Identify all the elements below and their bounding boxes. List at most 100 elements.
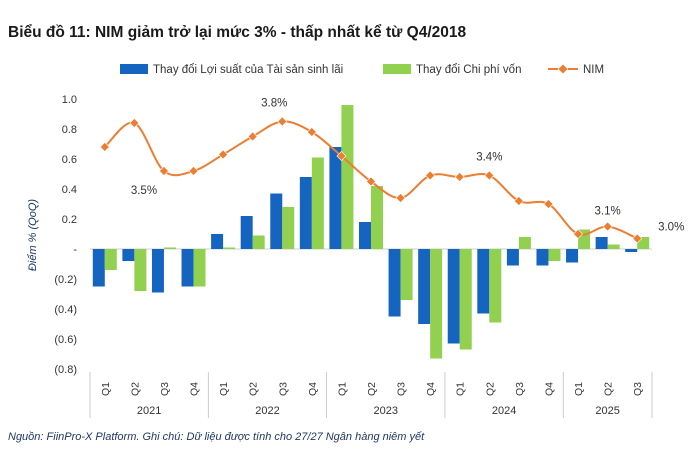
bars <box>92 105 650 359</box>
nim-point <box>632 233 643 244</box>
nim-point <box>513 196 524 206</box>
legend-label-nim: NIM <box>583 64 604 76</box>
bar-cost <box>430 249 443 359</box>
bar-cost <box>252 235 265 249</box>
nim-point <box>158 166 169 176</box>
x-tick-label: Q4 <box>189 382 201 396</box>
y-tick-label: (0.6) <box>54 334 77 346</box>
bar-cost <box>518 237 531 249</box>
bar-cost <box>134 249 147 291</box>
bar-yield <box>388 249 401 317</box>
bar-cost <box>104 249 117 270</box>
nim-point <box>188 166 199 176</box>
bar-yield <box>329 147 342 249</box>
bar-yield <box>122 249 135 261</box>
bar-yield <box>240 216 253 249</box>
year-label: 2022 <box>255 405 279 417</box>
nim-point <box>277 116 288 127</box>
y-tick-label: (0.2) <box>54 274 77 286</box>
bar-cost <box>371 186 383 249</box>
x-tick-label: Q2 <box>366 382 378 396</box>
year-label: 2024 <box>492 405 516 417</box>
bar-yield <box>506 249 519 266</box>
nim-point <box>543 199 554 209</box>
year-label: 2025 <box>595 405 619 417</box>
x-tick-label: Q3 <box>632 382 644 396</box>
bar-cost <box>400 249 413 300</box>
legend-label-yield: Thay đổi Lợi suất của Tài sản sinh lãi <box>153 64 343 76</box>
year-label: 2023 <box>374 405 398 417</box>
x-tick-label: Q3 <box>159 382 171 396</box>
legend-label-cost: Thay đổi Chi phí vốn <box>416 64 521 76</box>
y-tick-label: 0.4 <box>62 184 77 196</box>
y-tick-label: (0.4) <box>54 304 77 316</box>
x-tick-label: Q4 <box>543 382 555 396</box>
x-tick-label: Q2 <box>484 382 496 396</box>
nim-point <box>454 172 465 182</box>
nim-point <box>484 170 495 181</box>
legend-swatch-cost <box>383 64 411 74</box>
nim-annotation: 3.1% <box>595 206 621 218</box>
nim-annotation: 3.8% <box>261 98 287 110</box>
chart-title: Biểu đồ 11: NIM giảm trở lại mức 3% - th… <box>8 24 466 41</box>
y-tick-label: 0.6 <box>62 154 77 166</box>
bar-yield <box>211 234 224 249</box>
nim-point <box>336 151 347 161</box>
nim-point <box>306 127 317 137</box>
x-tick-label: Q4 <box>425 382 437 396</box>
bar-yield <box>418 249 431 324</box>
x-tick-label: Q1 <box>336 382 348 396</box>
y-tick-label: (0.8) <box>54 364 77 376</box>
bar-cost <box>193 249 206 287</box>
bar-cost <box>341 105 354 249</box>
bar-cost <box>489 249 502 323</box>
legend-marker-nim <box>557 63 569 75</box>
nim-line <box>99 116 643 244</box>
x-tick-label: Q1 <box>218 382 230 396</box>
year-label: 2021 <box>137 405 161 417</box>
legend-swatch-yield <box>120 64 148 74</box>
y-tick-label: 0.2 <box>62 214 77 226</box>
x-tick-label: Q4 <box>307 382 319 396</box>
y-tick-label: - <box>73 244 77 256</box>
nim-annotation: 3.0% <box>658 222 684 234</box>
x-tick-label: Q1 <box>573 382 585 396</box>
bar-yield <box>566 249 579 263</box>
nim-point <box>129 118 140 128</box>
nim-point <box>573 229 584 239</box>
x-tick-label: Q2 <box>129 382 141 396</box>
x-tick-label: Q3 <box>277 382 289 396</box>
bar-yield <box>270 193 283 249</box>
nim-point <box>395 193 406 203</box>
legend: Thay đổi Lợi suất của Tài sản sinh lãi T… <box>120 63 604 76</box>
bar-yield <box>447 249 460 344</box>
annotations: 3.5% 3.8% 3.4% 3.1% 3.0% <box>131 98 684 234</box>
nim-point <box>602 221 613 232</box>
x-tick-label: Q1 <box>455 382 467 396</box>
nim-annotation: 3.4% <box>476 152 502 164</box>
y-axis-label: Điểm % (QoQ) <box>27 199 39 271</box>
x-tick-label: Q2 <box>248 382 260 396</box>
x-tick-label: Q3 <box>396 382 408 396</box>
bar-cost <box>459 249 472 350</box>
x-tick-label: Q3 <box>514 382 526 396</box>
y-tick-label: 0.8 <box>62 124 77 136</box>
bar-yield <box>477 249 490 314</box>
bar-yield <box>536 249 549 266</box>
x-tick-label: Q1 <box>100 382 112 396</box>
bar-yield <box>181 249 194 287</box>
bar-cost <box>163 247 176 249</box>
bar-yield <box>625 249 638 252</box>
x-axis: Q1 Q2 Q3 Q4 Q1 Q2 Q3 Q4 Q1 Q2 Q3 Q4 Q1 Q2 Q3 Q4 Q1 Q2 Q3 20… <box>89 372 653 418</box>
bar-cost <box>548 249 561 261</box>
y-tick-label: 1.0 <box>62 94 77 106</box>
nim-annotation: 3.5% <box>131 185 157 197</box>
nim-point <box>366 176 376 187</box>
bar-cost <box>607 244 620 249</box>
bar-cost <box>282 207 295 249</box>
nim-point <box>218 149 229 160</box>
bar-cost <box>311 157 324 249</box>
bar-yield <box>595 237 608 249</box>
nim-point <box>247 131 258 142</box>
